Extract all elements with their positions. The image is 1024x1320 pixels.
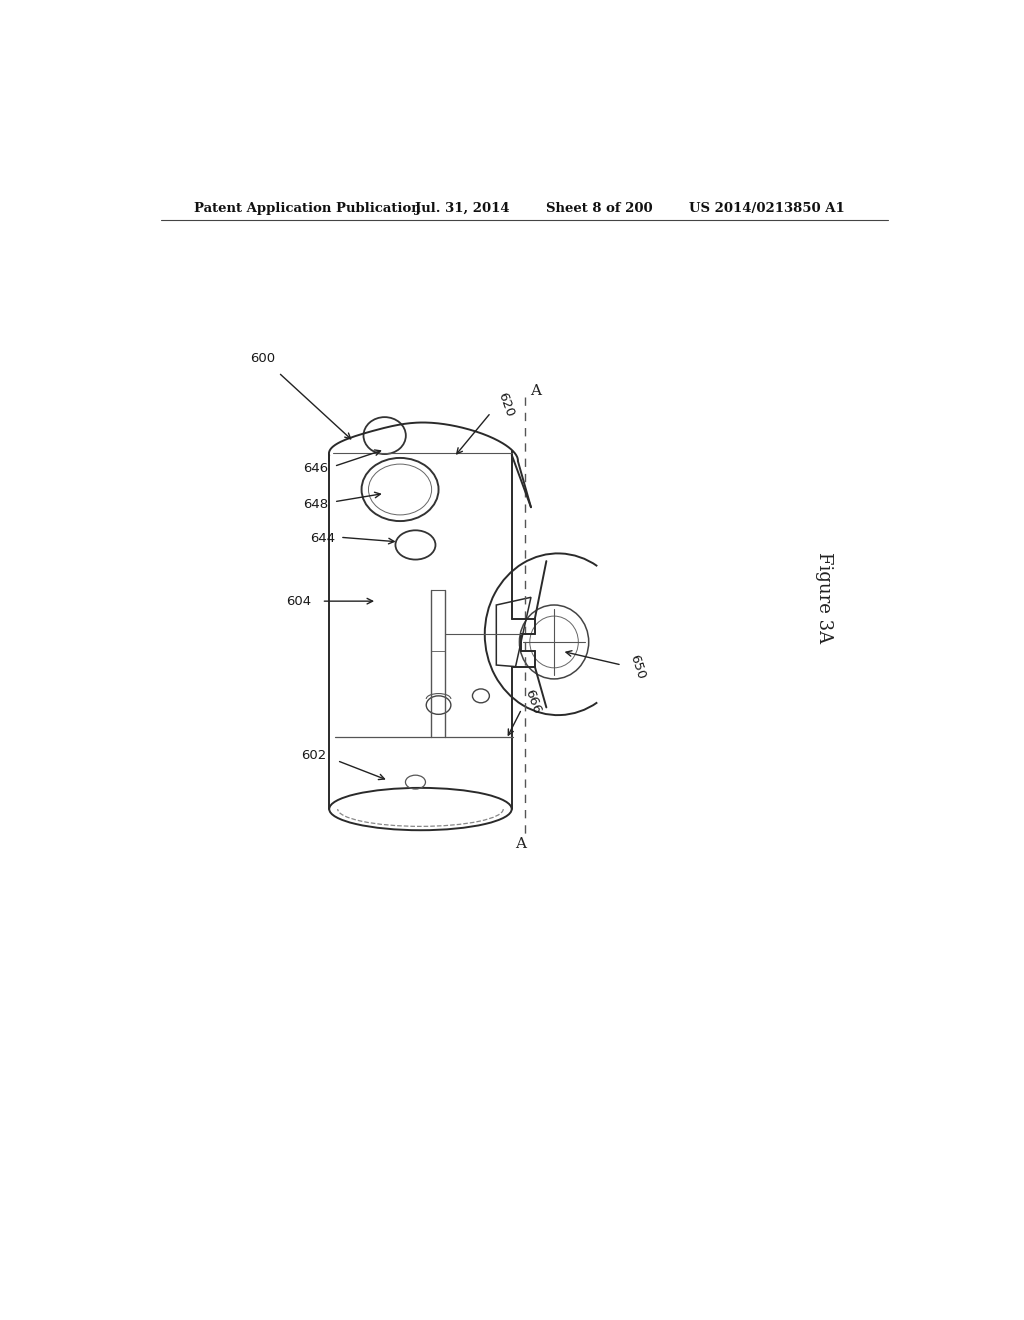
Text: 646: 646 — [303, 462, 328, 475]
Text: 602: 602 — [301, 748, 327, 762]
Text: Jul. 31, 2014: Jul. 31, 2014 — [416, 202, 510, 215]
Text: 604: 604 — [286, 594, 311, 607]
Text: 648: 648 — [303, 498, 328, 511]
Text: Figure 3A: Figure 3A — [814, 552, 833, 643]
Text: US 2014/0213850 A1: US 2014/0213850 A1 — [689, 202, 845, 215]
Text: A: A — [530, 384, 541, 397]
Text: 666: 666 — [522, 688, 543, 715]
Text: 620: 620 — [496, 391, 516, 418]
Text: Patent Application Publication: Patent Application Publication — [194, 202, 421, 215]
Text: 650: 650 — [627, 652, 647, 681]
Text: 600: 600 — [251, 352, 275, 366]
Text: 644: 644 — [309, 532, 335, 545]
Text: Sheet 8 of 200: Sheet 8 of 200 — [547, 202, 653, 215]
Text: A: A — [515, 837, 525, 850]
